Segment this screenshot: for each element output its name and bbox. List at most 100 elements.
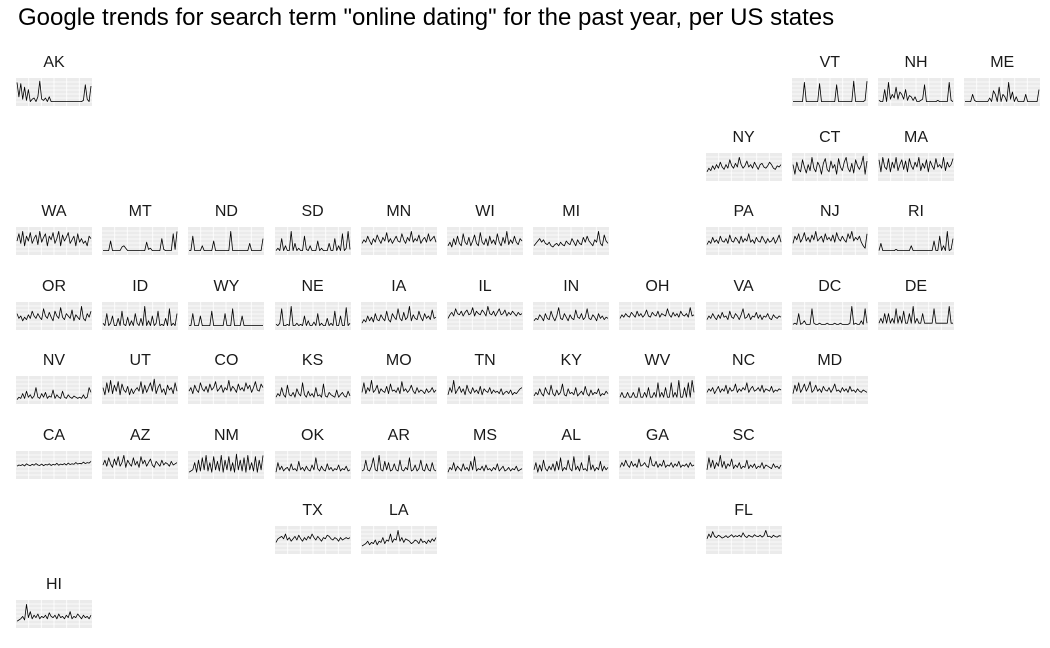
state-label: ID: [132, 277, 149, 295]
sparkline-panel: [188, 376, 265, 405]
trend-line: [792, 231, 868, 249]
state-label: MI: [562, 203, 581, 221]
state-panel-ny: NY: [705, 129, 782, 189]
state-panel-sc: SC: [705, 427, 782, 487]
state-panel-ca: CA: [16, 427, 92, 487]
sparkline-panel: [791, 152, 868, 181]
trend-line: [447, 456, 523, 473]
state-label: DC: [818, 277, 842, 295]
state-panel-sd: SD: [274, 203, 351, 263]
state-panel-wy: WY: [188, 278, 265, 338]
state-panel-nj: NJ: [791, 203, 868, 263]
sparkline-panel: [102, 451, 179, 479]
state-label: VA: [733, 277, 754, 295]
trend-line: [447, 305, 523, 319]
trend-line: [275, 305, 350, 326]
sparkline-panel: [791, 78, 868, 106]
sparkline-panel: [533, 376, 610, 405]
trend-line: [16, 604, 92, 622]
state-panel-hi: HI: [16, 576, 92, 636]
sparkline-panel: [16, 376, 92, 405]
trend-line: [447, 380, 523, 396]
sparkline-panel: [274, 451, 351, 479]
state-label: KY: [560, 352, 582, 370]
sparkline-panel: [447, 301, 523, 330]
state-label: MD: [817, 352, 843, 370]
sparkline-panel: [533, 451, 610, 479]
state-panel-ga: GA: [619, 427, 696, 487]
trend-line: [361, 231, 437, 246]
trend-line: [792, 155, 868, 175]
trend-line: [620, 306, 695, 319]
sparkline-panel: [274, 227, 351, 256]
state-panel-wv: WV: [619, 352, 696, 412]
trend-line: [275, 382, 350, 398]
trend-line: [102, 379, 178, 396]
state-panel-la: LA: [360, 501, 437, 562]
state-label: MO: [385, 352, 412, 370]
trend-line: [361, 529, 437, 546]
trend-line: [102, 305, 178, 326]
trend-line: [878, 305, 953, 324]
sparkline-panel: [102, 227, 179, 256]
state-label: CT: [819, 128, 841, 146]
trend-line: [447, 231, 523, 248]
state-panel-ks: KS: [274, 352, 351, 412]
state-label: KS: [301, 352, 324, 370]
state-label: LA: [389, 501, 409, 519]
state-label: NM: [213, 427, 239, 444]
trend-line: [103, 231, 178, 252]
state-label: NH: [904, 54, 928, 71]
state-panel-mt: MT: [102, 203, 179, 263]
trend-line: [792, 381, 868, 395]
state-label: NJ: [820, 203, 840, 221]
state-panel-wa: WA: [16, 203, 92, 263]
state-panel-ma: MA: [878, 129, 954, 189]
state-label: RI: [908, 203, 924, 221]
state-panel-mn: MN: [360, 203, 437, 263]
state-label: IA: [391, 277, 407, 295]
chart-title: Google trends for search term "online da…: [18, 4, 835, 31]
state-panel-id: ID: [102, 277, 179, 338]
sparkline-panel: [619, 376, 696, 405]
state-panel-ne: NE: [274, 278, 351, 338]
state-label: SD: [301, 203, 324, 221]
state-label: SC: [732, 427, 755, 444]
sparkline-panel: [878, 301, 954, 330]
sparkline-panel: [705, 376, 782, 405]
state-label: UT: [129, 352, 151, 370]
sparkline-panel: [274, 301, 351, 330]
state-label: AZ: [129, 427, 151, 444]
state-label: AR: [387, 427, 410, 444]
state-panel-me: ME: [964, 54, 1041, 114]
state-label: GA: [645, 427, 669, 444]
state-panel-ar: AR: [360, 427, 437, 487]
state-panel-dc: DC: [791, 277, 868, 338]
sparkline-panel: [447, 227, 523, 256]
sparkline-panel: [705, 451, 782, 479]
state-label: MA: [904, 128, 928, 146]
state-label: FL: [734, 501, 753, 519]
sparkline-panel: [188, 227, 265, 256]
sparkline-panel: [533, 227, 610, 256]
sparkline-panel: [619, 301, 696, 330]
state-label: MS: [473, 427, 497, 444]
sparkline-panel: [102, 376, 179, 405]
trend-line: [189, 308, 264, 326]
state-panel-va: VA: [705, 277, 782, 338]
sparkline-panel: [360, 525, 437, 554]
trend-line: [706, 233, 781, 245]
trend-line: [706, 529, 781, 539]
trend-line: [361, 305, 437, 324]
sparkline-panel: [360, 227, 437, 256]
state-label: WV: [644, 352, 671, 370]
sparkline-panel: [533, 301, 610, 330]
sparkline-panel: [878, 152, 954, 181]
sparkline-panel: [791, 227, 868, 256]
trend-line: [706, 308, 781, 320]
trend-line: [189, 380, 264, 395]
trend-line: [792, 80, 868, 103]
sparkline-panel: [447, 451, 523, 479]
state-label: OK: [301, 427, 325, 444]
